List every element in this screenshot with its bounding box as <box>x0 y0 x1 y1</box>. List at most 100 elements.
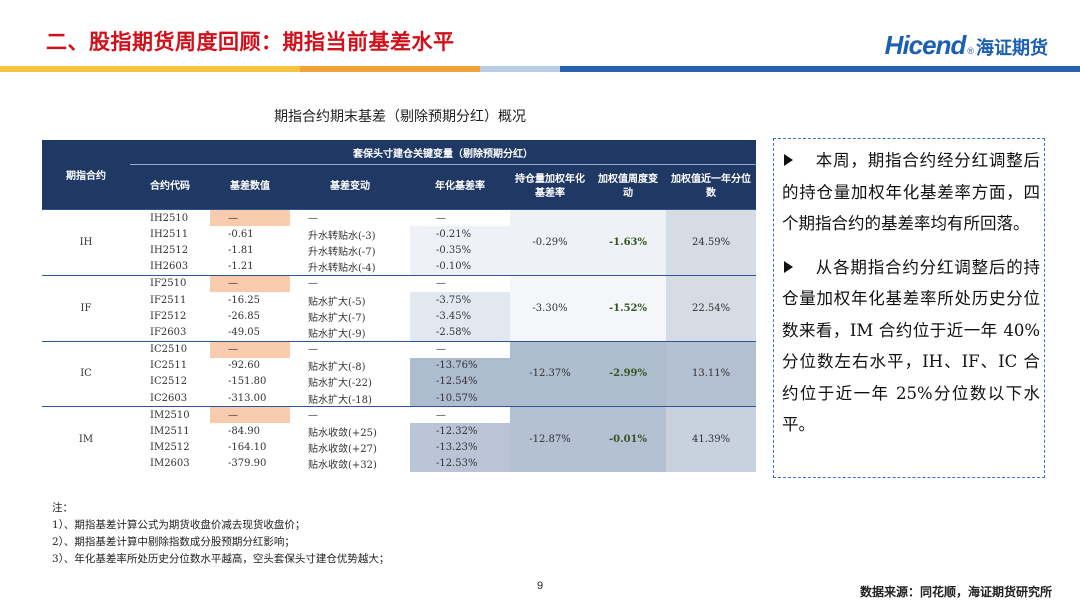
header-row: 期指合约 套保头寸建仓关键变量（剔除预期分红） <box>42 140 757 210</box>
note: 1）、期指基差计算公式为期货收盘价减去现货收盘价； <box>52 519 306 531</box>
basis-value: -49.05 <box>228 326 261 338</box>
table-row: IM2512 -164.10 贴水收敛(+27) -13.23% <box>42 439 756 456</box>
column-header: 合约代码 <box>130 164 210 210</box>
contract-code: IF2510 <box>130 274 210 292</box>
note: 3）、年化基差率所处历史分位数水平越高，空头套保头寸建仓优势越大； <box>52 553 390 565</box>
header-row: 合约代码 基差数值 基差变动 年化基差率 持仓量加权年化基差率 加权值周度变动 加权值近一年… <box>42 164 757 210</box>
basis-change: 升水转贴水(-3) <box>308 230 376 242</box>
percentile: 41.39% <box>666 406 757 472</box>
table-row: IF2511 -16.25 贴水扩大(-5) -3.75% <box>42 291 756 309</box>
annual-rate: -13.23% <box>410 439 510 456</box>
summary-box: 本周，期指合约经分红调整后的持仓量加权年化基差率方面，四个期指合约的基差率均有所… <box>773 138 1045 478</box>
table-row: IH2511 -0.61 升水转贴水(-3) -0.21% <box>42 226 756 243</box>
index-name: IH <box>42 209 130 276</box>
annual-rate: -12.53% <box>410 455 510 472</box>
table-caption: 期指合约期末基差（剔除预期分红）概况 <box>274 108 526 124</box>
column-header: 基差变动 <box>290 164 410 210</box>
basis-value: -0.61 <box>228 228 254 240</box>
weekly-change: -1.63% <box>590 209 666 276</box>
basis-value: — <box>210 406 290 424</box>
contract-code: IM2512 <box>150 442 190 454</box>
annual-rate: -0.10% <box>410 258 510 276</box>
contract-code: IM2603 <box>150 458 190 470</box>
basis-change: — <box>290 274 410 292</box>
annual-rate: -3.45% <box>410 308 510 325</box>
percentile: 22.54% <box>666 274 757 341</box>
annual-rate: -13.76% <box>410 357 510 374</box>
annual-rate: -0.21% <box>410 226 510 243</box>
table-row: IC2603 -313.00 贴水扩大(-18) -10.57% <box>42 390 756 407</box>
basis-value: -379.90 <box>228 458 267 470</box>
logo-mark: ® <box>967 46 974 56</box>
contract-code: IH2511 <box>150 228 189 240</box>
contract-code: IC2603 <box>150 392 188 404</box>
basis-change: 贴水扩大(-8) <box>308 362 366 374</box>
table-row: IH2603 -1.21 升水转贴水(-4) -0.10% <box>42 258 756 276</box>
basis-value: -151.80 <box>228 376 267 388</box>
table-row: IC2511 -92.60 贴水扩大(-8) -13.76% <box>42 357 756 374</box>
percentile: 13.11% <box>666 340 757 407</box>
contract-code: IC2510 <box>130 340 210 358</box>
contract-code: IC2512 <box>150 376 188 388</box>
table-row: IF2512 -26.85 贴水扩大(-7) -3.45% <box>42 308 756 325</box>
contract-code: IH2603 <box>150 261 189 273</box>
basis-change: 贴水收敛(+27) <box>308 444 377 456</box>
column-header: 年化基差率 <box>410 164 510 210</box>
notes: 注： 1）、期指基差计算公式为期货收盘价减去现货收盘价； 2）、期指基差计算中剔… <box>52 500 389 568</box>
basis-value: -92.60 <box>228 360 261 372</box>
table-row: IM IM2510— — — -12.87% -0.01% 41.39% <box>42 406 757 472</box>
basis-change: — <box>290 209 410 227</box>
basis-change: — <box>290 340 410 358</box>
percentile: 24.59% <box>666 209 757 276</box>
contract-code: IM2511 <box>150 426 190 438</box>
header-stripe <box>0 66 1080 72</box>
column-header: 基差数值 <box>210 164 290 210</box>
annual-rate: — <box>410 274 510 292</box>
basis-value: -164.10 <box>228 442 267 454</box>
basis-value: -84.90 <box>228 426 261 438</box>
annual-rate: -3.75% <box>410 291 510 309</box>
basis-value: -1.21 <box>228 261 254 273</box>
basis-value: -16.25 <box>228 294 261 306</box>
table-row: IH2512 -1.81 升水转贴水(-7) -0.35% <box>42 242 756 259</box>
basis-change: 贴水扩大(-5) <box>308 296 366 308</box>
basis-change: 贴水收敛(+25) <box>308 428 377 440</box>
weighted-rate: -3.30% <box>510 274 590 341</box>
basis-value: — <box>210 340 290 358</box>
table-row: IC IC2510— — — -12.37% -2.99% 13.11% <box>42 340 757 407</box>
index-name: IF <box>42 274 130 341</box>
logo-name: 海证期货 <box>976 38 1048 58</box>
summary-paragraph: 本周，期指合约经分红调整后的持仓量加权年化基差率方面，四个期指合约的基差率均有所… <box>782 145 1040 240</box>
annual-rate: — <box>410 406 510 424</box>
contract-code: IH2510 <box>130 209 210 227</box>
basis-table: 期指合约 套保头寸建仓关键变量（剔除预期分红） 合约代码 基差数值 基差变动 年化基差率持… <box>42 140 757 472</box>
header-cell: 套保头寸建仓关键变量（剔除预期分红） <box>130 140 757 165</box>
index-name: IC <box>42 340 130 407</box>
basis-value: -26.85 <box>228 310 261 322</box>
note: 2）、期指基差计算中剔除指数成分股预期分红影响； <box>52 536 295 548</box>
contract-code: IF2512 <box>150 310 187 322</box>
contract-code: IM2510 <box>130 406 210 424</box>
header-cell: 期指合约 <box>42 140 130 210</box>
logo: Hicend ® 海证期货 <box>885 30 1048 61</box>
basis-value: -1.81 <box>228 244 254 256</box>
basis-value: -313.00 <box>228 392 267 404</box>
weighted-rate: -0.29% <box>510 209 590 276</box>
notes-heading: 注： <box>52 502 73 514</box>
basis-change: — <box>290 406 410 424</box>
weighted-rate: -12.87% <box>510 406 590 472</box>
source: 数据来源：同花顺，海证期货研究所 <box>859 585 1052 599</box>
column-header: 加权值近一年分位数 <box>666 164 757 210</box>
basis-change: 贴水扩大(-9) <box>308 328 366 340</box>
table-row: IF2603 -49.05 贴水扩大(-9) -2.58% <box>42 324 756 341</box>
weekly-change: -1.52% <box>590 274 666 341</box>
slide-title: 二、股指期货周度回顾：期指当前基差水平 <box>46 31 455 54</box>
contract-code: IC2511 <box>150 360 188 372</box>
contract-code: IH2512 <box>150 244 189 256</box>
summary-paragraph: 从各期指合约分红调整后的持仓量加权年化基差率所处历史分位数来看，IM 合约位于近… <box>782 252 1040 441</box>
annual-rate: -10.57% <box>410 390 510 407</box>
table-row: IM2511 -84.90 贴水收敛(+25) -12.32% <box>42 423 756 440</box>
basis-change: 贴水扩大(-18) <box>308 394 372 406</box>
weekly-change: -2.99% <box>590 340 666 407</box>
